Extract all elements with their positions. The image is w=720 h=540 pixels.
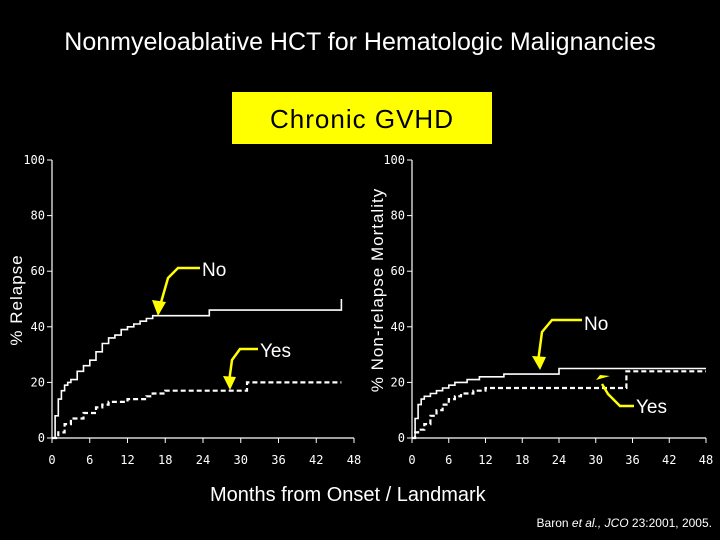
non-relapse-mortality-x-tick-label: 6: [445, 453, 452, 467]
citation: Baron et al., JCO 23:2001, 2005.: [537, 516, 712, 530]
non-relapse-mortality-x-tick-label: 12: [478, 453, 492, 467]
non-relapse-mortality-y-tick-label: 20: [391, 375, 405, 389]
citation-journal: et al., JCO: [571, 516, 629, 530]
relapse-x-tick-label: 42: [309, 453, 323, 467]
non-relapse-mortality-annotation-arrow: [536, 318, 582, 363]
citation-details: 23:2001, 2005.: [628, 516, 712, 530]
relapse-x-tick-label: 48: [347, 453, 361, 467]
non-relapse-mortality-annotation-arrowhead: [532, 356, 546, 370]
relapse-x-tick-label: 12: [120, 453, 134, 467]
relapse-y-tick-label: 100: [23, 153, 45, 167]
x-axis-title: Months from Onset / Landmark: [210, 484, 486, 506]
relapse-annotation-no: No: [202, 260, 226, 281]
non-relapse-mortality-x-tick-label: 0: [408, 453, 415, 467]
relapse-panel: 0 20 40 60 80 100 0 6 12 18 24 30 36 42 48 % Relapse No Y…: [7, 153, 361, 467]
relapse-annotation-arrow: [227, 347, 258, 383]
non-relapse-mortality-y-tick-label: 0: [398, 431, 405, 445]
non-relapse-mortality-y-tick-label: 100: [383, 153, 405, 167]
non-relapse-mortality-y-tick-label: 80: [391, 209, 405, 223]
non-relapse-mortality-y-tick-label: 40: [391, 320, 405, 334]
relapse-y-tick-label: 20: [31, 375, 45, 389]
relapse-y-axis-label: % Relapse: [7, 254, 26, 345]
non-relapse-mortality-x-tick-label: 18: [515, 453, 529, 467]
relapse-series-no: [52, 299, 343, 439]
relapse-annotation-arrowhead: [152, 300, 166, 316]
non-relapse-mortality-y-axis-label: % Non-relapse Mortality: [368, 188, 387, 392]
non-relapse-mortality-x-tick-label: 36: [625, 453, 639, 467]
relapse-y-tick-label: 0: [38, 431, 45, 445]
relapse-series-yes: [52, 381, 342, 440]
non-relapse-mortality-x-tick-label: 48: [699, 453, 713, 467]
non-relapse-mortality-y-tick-label: 60: [391, 264, 405, 278]
non-relapse-mortality-annotation-no: No: [584, 314, 608, 335]
non-relapse-mortality-annotation-arrowhead: [596, 375, 610, 380]
non-relapse-mortality-series-no: [412, 367, 706, 439]
relapse-y-tick-label: 60: [31, 264, 45, 278]
relapse-x-tick-label: 36: [271, 453, 285, 467]
relapse-y-tick-label: 40: [31, 320, 45, 334]
relapse-annotation-arrowhead: [223, 376, 236, 390]
relapse-x-tick-label: 24: [196, 453, 210, 467]
slide-title: Nonmyeloablative HCT for Hematologic Mal…: [64, 28, 656, 56]
relapse-annotation-yes: Yes: [260, 341, 291, 362]
non-relapse-mortality-series-yes: [412, 370, 706, 440]
relapse-x-tick-label: 18: [158, 453, 172, 467]
relapse-x-tick-label: 0: [48, 453, 55, 467]
non-relapse-mortality-annotation-yes: Yes: [636, 397, 667, 418]
non-relapse-mortality-annotation-arrow: [600, 383, 634, 408]
relapse-x-tick-label: 30: [234, 453, 248, 467]
relapse-annotation-arrow: [158, 266, 200, 307]
non-relapse-mortality-panel: 0 20 40 60 80 100 0 6 12 18 24 30 36 42 48 % Non-relaps…: [368, 153, 713, 467]
chronic-gvhd-badge: Chronic GVHD: [232, 92, 492, 144]
non-relapse-mortality-x-tick-label: 24: [552, 453, 566, 467]
relapse-y-tick-label: 80: [31, 209, 45, 223]
relapse-x-tick-label: 6: [86, 453, 93, 467]
non-relapse-mortality-x-tick-label: 30: [589, 453, 603, 467]
non-relapse-mortality-x-tick-label: 42: [662, 453, 676, 467]
citation-author: Baron: [536, 516, 572, 530]
